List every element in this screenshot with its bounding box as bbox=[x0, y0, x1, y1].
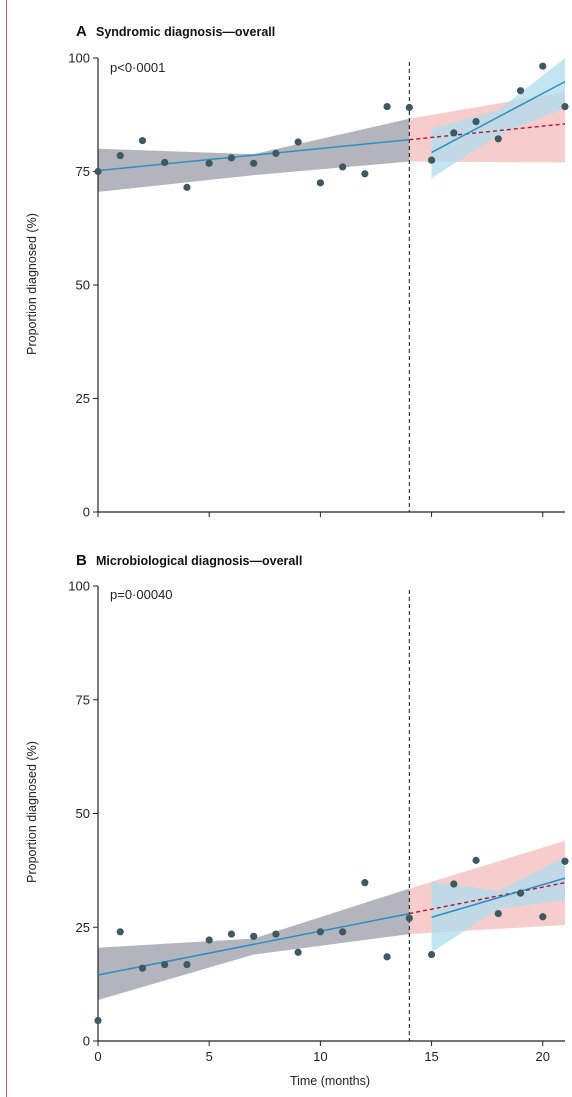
panel-b-data-point bbox=[383, 953, 391, 961]
panel-a-y-tick-label: 50 bbox=[76, 278, 90, 293]
panel-a-data-point bbox=[138, 137, 147, 145]
panel-b-data-point bbox=[138, 964, 147, 972]
panel-b-data-point bbox=[427, 950, 436, 959]
panel-a-data-point bbox=[94, 167, 102, 176]
panel-a-data-point bbox=[383, 102, 391, 111]
panel-b-data-point bbox=[516, 889, 525, 897]
panel-b-data-point bbox=[405, 914, 413, 922]
panel-a-data-point bbox=[450, 129, 458, 137]
panel-b-title: Microbiological diagnosis—overall bbox=[96, 554, 302, 568]
panel-a-counterfactual-line bbox=[409, 123, 566, 141]
panel-b-data-point bbox=[316, 928, 324, 936]
panel-b: B Microbiological diagnosis—overall 0 25 5… bbox=[25, 552, 569, 1088]
panel-b-data-point bbox=[450, 880, 458, 888]
panel-b-data-point bbox=[539, 913, 547, 921]
panel-b-p-value: p=0·00040 bbox=[110, 587, 173, 602]
panel-b-y-tick-label: 75 bbox=[76, 692, 90, 707]
panel-b-post-ci-band bbox=[431, 856, 565, 953]
panel-a: A Syndromic diagnosis—overall 0 25 50 75 100… bbox=[25, 23, 569, 520]
panel-b-data-point bbox=[227, 930, 236, 938]
panel-a-data-point bbox=[272, 149, 280, 157]
panel-b-data-point bbox=[339, 928, 347, 936]
panel-b-data-point bbox=[472, 856, 480, 864]
panel-b-y-tick-label: 100 bbox=[68, 579, 90, 594]
panel-b-y-axis-label: Proportion diagnosed (%) bbox=[25, 741, 39, 883]
panel-a-y-tick-label: 100 bbox=[68, 51, 90, 66]
panel-a-data-point bbox=[405, 103, 413, 112]
panel-b-x-tick-label: 15 bbox=[424, 1049, 438, 1064]
panel-b-post-trend-line bbox=[431, 877, 566, 918]
panel-b-data-point bbox=[361, 879, 369, 887]
panel-a-y-tick-label: 75 bbox=[76, 164, 90, 179]
panel-b-letter: B bbox=[76, 552, 87, 569]
panel-a-y-tick-label: 25 bbox=[76, 391, 90, 406]
panel-b-plot: 0 25 50 75 100 0 5 10 15 20 bbox=[68, 579, 569, 1064]
panel-b-data-point bbox=[94, 1016, 102, 1025]
panel-b-data-point bbox=[494, 910, 502, 918]
panel-a-data-point bbox=[316, 179, 324, 187]
panel-a-data-point bbox=[516, 87, 525, 95]
panel-a-data-point bbox=[205, 159, 213, 167]
panel-a-data-point bbox=[227, 154, 236, 162]
panel-a-data-point bbox=[427, 156, 436, 164]
panel-a-data-point bbox=[116, 152, 124, 160]
panel-a-data-point bbox=[161, 158, 169, 167]
panel-a-data-point bbox=[539, 62, 547, 70]
panel-a-plot: 0 25 50 75 100 bbox=[68, 51, 569, 520]
panel-b-data-point bbox=[161, 960, 169, 969]
panel-b-x-tick-label: 20 bbox=[536, 1049, 550, 1064]
panel-a-data-point bbox=[561, 102, 569, 111]
panel-b-x-tick-label: 0 bbox=[94, 1049, 101, 1064]
panel-a-y-axis-label: Proportion diagnosed (%) bbox=[25, 213, 39, 355]
panel-a-post-ci-band bbox=[431, 58, 565, 179]
panel-b-x-tick-label: 5 bbox=[206, 1049, 213, 1064]
panel-a-data-point bbox=[339, 163, 347, 171]
panel-b-data-point bbox=[561, 857, 569, 865]
panel-b-data-point bbox=[250, 932, 258, 940]
panel-a-p-value: p<0·0001 bbox=[110, 60, 165, 75]
panel-b-data-point bbox=[183, 960, 191, 969]
panel-b-x-axis-label: Time (months) bbox=[290, 1074, 370, 1088]
panel-a-data-point bbox=[361, 170, 369, 178]
panel-b-data-point bbox=[205, 936, 213, 944]
panel-b-data-point bbox=[116, 928, 124, 936]
panel-a-y-tick-label: 0 bbox=[83, 505, 90, 520]
panel-a-data-point bbox=[250, 159, 258, 167]
panel-b-y-tick-label: 0 bbox=[83, 1034, 90, 1049]
panel-b-y-tick-label: 50 bbox=[76, 806, 90, 821]
panel-b-y-tick-label: 25 bbox=[76, 920, 90, 935]
panel-b-pre-trend-line bbox=[97, 912, 410, 976]
panel-a-letter: A bbox=[76, 23, 87, 40]
panel-b-data-point bbox=[294, 948, 302, 956]
panel-b-counterfactual-line bbox=[409, 881, 566, 915]
panel-a-pre-trend-line bbox=[97, 138, 410, 172]
panel-a-data-point bbox=[494, 135, 502, 143]
panel-a-post-trend-line bbox=[431, 80, 566, 154]
panel-a-data-point bbox=[183, 183, 191, 191]
panel-a-title: Syndromic diagnosis—overall bbox=[96, 25, 275, 39]
panel-b-data-point bbox=[272, 930, 280, 938]
panel-a-data-point bbox=[294, 138, 302, 146]
panel-a-data-point bbox=[472, 117, 480, 126]
panel-b-x-tick-label: 10 bbox=[313, 1049, 327, 1064]
